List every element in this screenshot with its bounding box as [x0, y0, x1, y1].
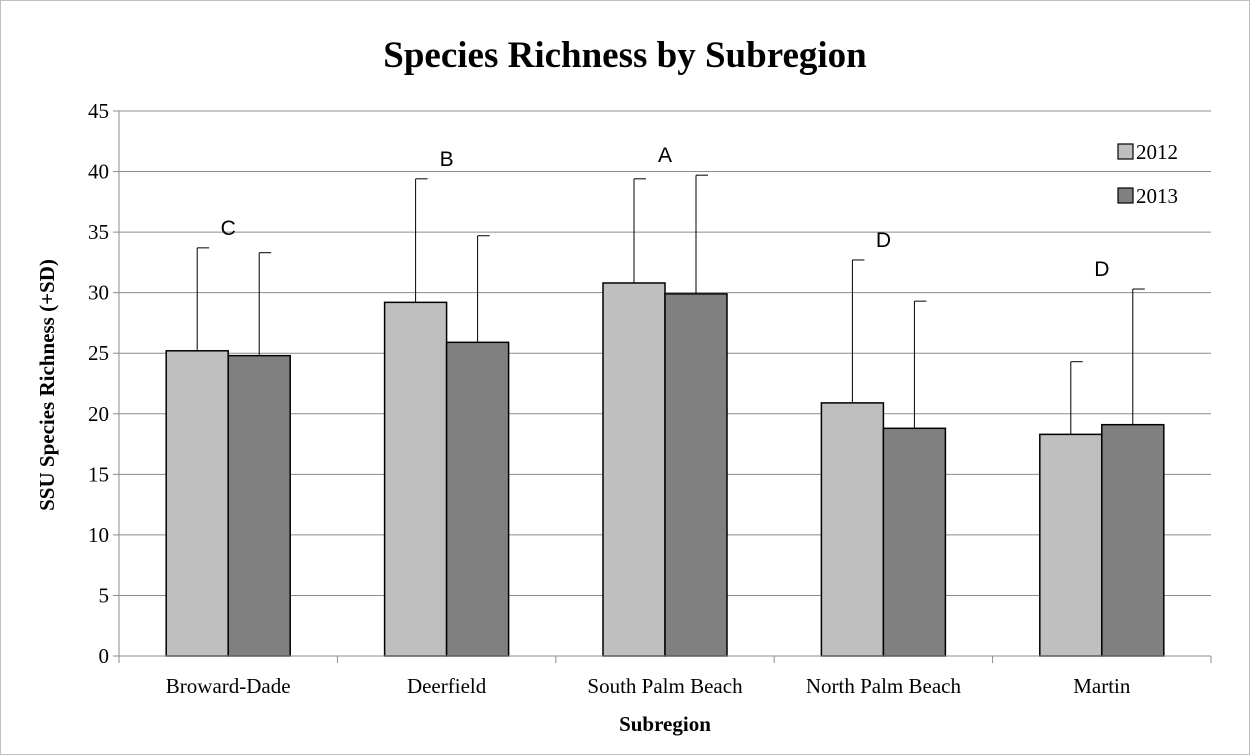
significance-letter: D [1094, 258, 1109, 281]
bar [445, 341, 510, 657]
significance-letter: B [440, 148, 454, 171]
x-tick-label: North Palm Beach [806, 674, 962, 698]
bars [165, 282, 1165, 657]
x-axis-label: Subregion [619, 712, 711, 736]
annotations: C B A D D [221, 144, 1110, 281]
legend-swatch [1117, 143, 1134, 160]
y-axis-label: SSU Species Richness (+SD) [35, 259, 59, 511]
significance-letter: C [221, 217, 236, 240]
x-tick-label: Broward-Dade [166, 674, 291, 698]
y-tick-label: 5 [99, 583, 110, 607]
bar [602, 282, 666, 657]
y-tick-label: 30 [88, 281, 109, 305]
y-tick-label: 25 [88, 341, 109, 365]
legend-swatch [1117, 187, 1134, 204]
bar [1039, 433, 1103, 657]
bar [165, 350, 229, 657]
axes: 0 5 10 15 20 25 30 35 40 45 Broward-Dade Deerfield S… [88, 99, 1212, 698]
bar [820, 402, 885, 657]
legend-label: 2013 [1136, 184, 1178, 208]
significance-letter: D [876, 229, 891, 252]
x-tick-label: Martin [1073, 674, 1131, 698]
legend-label: 2012 [1136, 140, 1178, 164]
bar [227, 354, 291, 657]
significance-letter: A [658, 144, 672, 167]
y-tick-label: 45 [88, 99, 109, 123]
y-tick-label: 35 [88, 220, 109, 244]
y-tick-label: 0 [99, 644, 110, 668]
y-tick-label: 15 [88, 462, 109, 486]
x-tick-label: Deerfield [407, 674, 487, 698]
bar [1101, 423, 1165, 657]
legend: 2012 2013 [1117, 140, 1178, 208]
y-tick-label: 20 [88, 402, 109, 426]
bar [383, 301, 448, 657]
error-bars [196, 174, 1145, 435]
bar [664, 293, 728, 657]
chart-title: Species Richness by Subregion [383, 35, 867, 76]
y-tick-label: 40 [88, 160, 109, 184]
y-tick-label: 10 [88, 523, 109, 547]
x-tick-label: South Palm Beach [587, 674, 743, 698]
bar [882, 427, 947, 657]
